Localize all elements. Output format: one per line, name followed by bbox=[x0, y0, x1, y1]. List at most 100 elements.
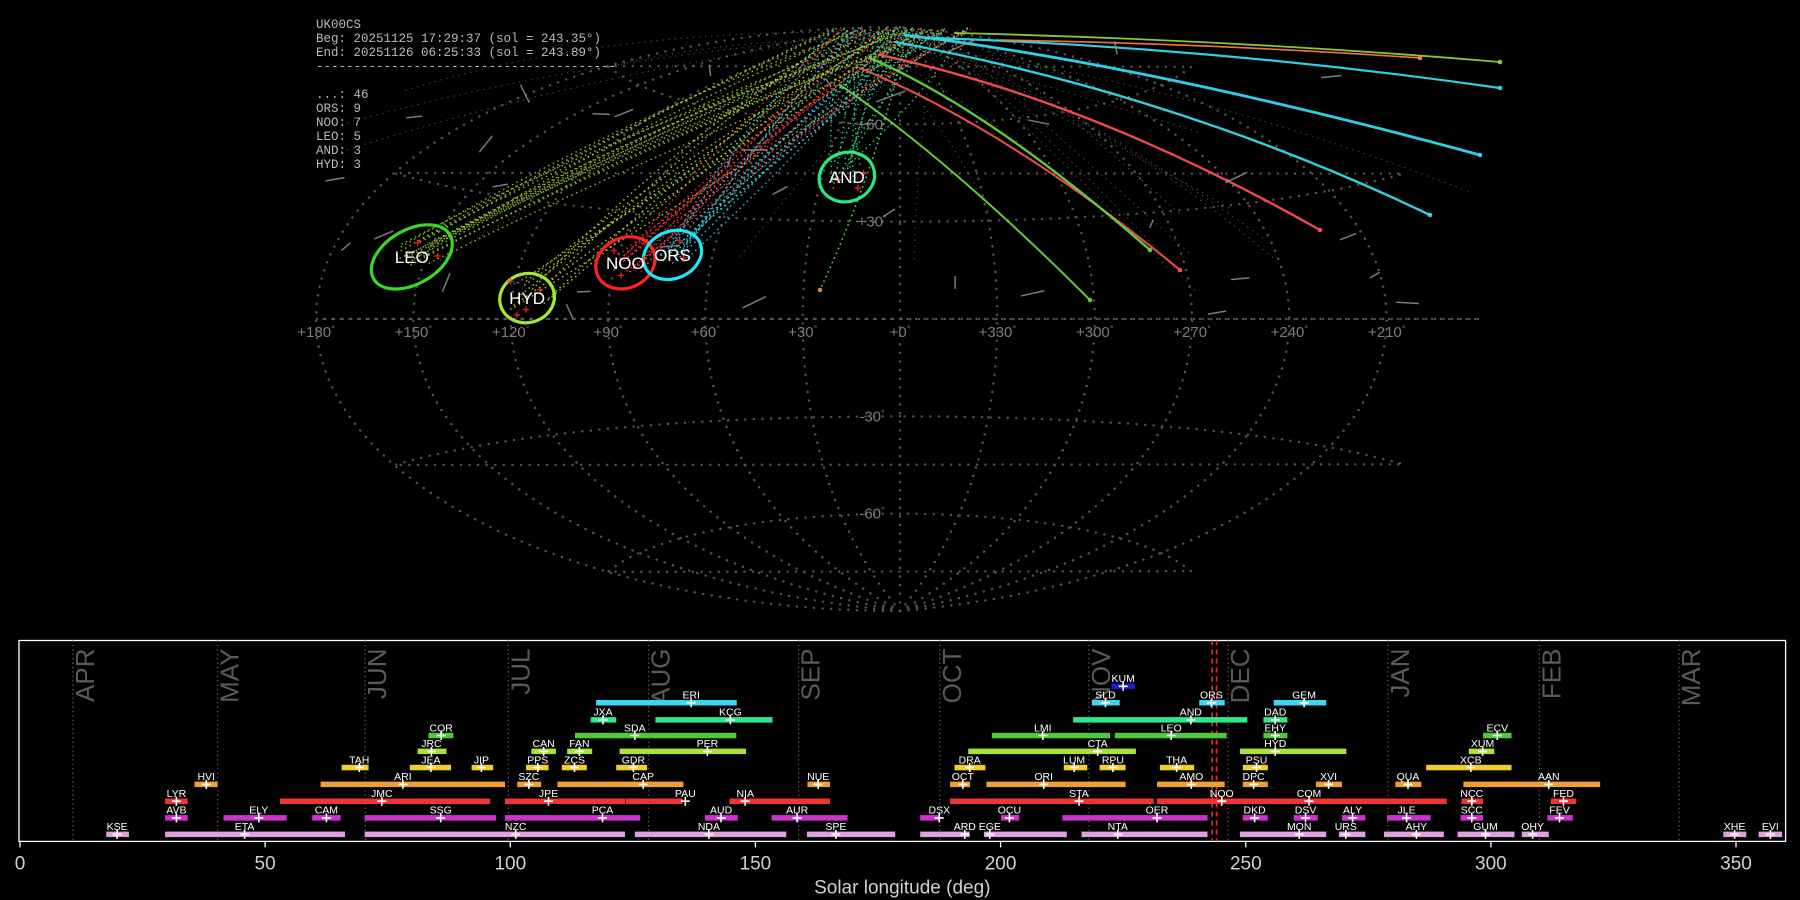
svg-text:NDA: NDA bbox=[698, 821, 720, 833]
svg-text:XVI: XVI bbox=[1320, 771, 1337, 783]
svg-text:KCG: KCG bbox=[719, 707, 742, 719]
svg-text:THA: THA bbox=[1166, 754, 1187, 766]
svg-text:AUG: AUG bbox=[646, 649, 676, 705]
svg-text:Solar longitude (deg): Solar longitude (deg) bbox=[814, 877, 990, 898]
svg-text:SSG: SSG bbox=[430, 805, 452, 817]
svg-text:KSE: KSE bbox=[107, 821, 128, 833]
svg-text:AAN: AAN bbox=[1538, 771, 1560, 783]
svg-text:KUM: KUM bbox=[1112, 673, 1135, 685]
svg-text:DPC: DPC bbox=[1243, 771, 1266, 783]
svg-text:+90°: +90° bbox=[593, 324, 622, 341]
svg-text:AUD: AUD bbox=[710, 805, 733, 817]
svg-text:NIA: NIA bbox=[736, 788, 754, 800]
svg-text:NCC: NCC bbox=[1460, 788, 1483, 800]
svg-text:MON: MON bbox=[1287, 821, 1312, 833]
svg-text:0: 0 bbox=[15, 853, 26, 874]
svg-text:XCB: XCB bbox=[1460, 754, 1482, 766]
svg-text:AND: AND bbox=[1180, 707, 1203, 719]
svg-text:TAH: TAH bbox=[349, 754, 369, 766]
svg-text:JIP: JIP bbox=[474, 754, 489, 766]
svg-text:OCU: OCU bbox=[998, 805, 1021, 817]
svg-text:QUA: QUA bbox=[1397, 771, 1420, 783]
svg-text:SEP: SEP bbox=[796, 649, 826, 701]
svg-text:ORI: ORI bbox=[1034, 771, 1053, 783]
svg-text:NZC: NZC bbox=[505, 821, 527, 833]
svg-text:JUL: JUL bbox=[505, 649, 535, 695]
svg-text:GEM: GEM bbox=[1292, 690, 1316, 702]
svg-text:+120°: +120° bbox=[492, 324, 530, 341]
svg-text:ORS: ORS bbox=[1200, 690, 1223, 702]
svg-text:AVB: AVB bbox=[166, 805, 186, 817]
svg-text:DKD: DKD bbox=[1244, 805, 1267, 817]
svg-text:STA: STA bbox=[1069, 788, 1089, 800]
svg-text:NUE: NUE bbox=[807, 771, 829, 783]
svg-text:PCA: PCA bbox=[592, 805, 614, 817]
svg-text:CTA: CTA bbox=[1088, 738, 1108, 750]
svg-text:EHY: EHY bbox=[1264, 722, 1286, 734]
svg-text:NTA: NTA bbox=[1108, 821, 1128, 833]
svg-text:RPU: RPU bbox=[1102, 754, 1124, 766]
svg-text:JUN: JUN bbox=[362, 649, 392, 700]
svg-text:+60°: +60° bbox=[691, 324, 720, 341]
svg-text:300: 300 bbox=[1475, 853, 1507, 874]
svg-text:PER: PER bbox=[697, 738, 719, 750]
svg-text:PSU: PSU bbox=[1246, 754, 1268, 766]
svg-text:+330°: +330° bbox=[979, 324, 1017, 341]
svg-text:LMI: LMI bbox=[1034, 722, 1052, 734]
svg-text:DAD: DAD bbox=[1264, 707, 1287, 719]
svg-text:FEB: FEB bbox=[1536, 649, 1566, 700]
svg-text:SLD: SLD bbox=[1095, 690, 1116, 702]
svg-text:COR: COR bbox=[430, 722, 454, 734]
svg-text:JAN: JAN bbox=[1385, 649, 1415, 698]
svg-text:FAN: FAN bbox=[569, 738, 589, 750]
svg-text:+30°: +30° bbox=[857, 214, 886, 231]
svg-text:JPE: JPE bbox=[539, 788, 558, 800]
svg-text:JRC: JRC bbox=[421, 738, 442, 750]
svg-text:EGE: EGE bbox=[979, 821, 1001, 833]
svg-text:URS: URS bbox=[1335, 821, 1357, 833]
svg-text:DSV: DSV bbox=[1295, 805, 1317, 817]
svg-text:JMC: JMC bbox=[371, 788, 393, 800]
svg-text:SDA: SDA bbox=[624, 722, 646, 734]
svg-text:NOO: NOO bbox=[1210, 788, 1234, 800]
svg-text:CAP: CAP bbox=[632, 771, 654, 783]
svg-text:LUM: LUM bbox=[1063, 754, 1085, 766]
svg-text:XUM: XUM bbox=[1471, 738, 1494, 750]
svg-text:FED: FED bbox=[1553, 788, 1574, 800]
svg-text:DEC: DEC bbox=[1225, 649, 1255, 704]
svg-text:ZCS: ZCS bbox=[564, 754, 585, 766]
svg-text:ARI: ARI bbox=[394, 771, 412, 783]
svg-text:MAY: MAY bbox=[215, 649, 245, 703]
svg-text:OER: OER bbox=[1146, 805, 1169, 817]
svg-text:COM: COM bbox=[1297, 788, 1322, 800]
svg-text:CAM: CAM bbox=[315, 805, 338, 817]
svg-text:150: 150 bbox=[740, 853, 772, 874]
svg-text:+240°: +240° bbox=[1271, 324, 1309, 341]
svg-text:ARD: ARD bbox=[954, 821, 977, 833]
svg-text:ETA: ETA bbox=[235, 821, 255, 833]
svg-text:350: 350 bbox=[1720, 853, 1752, 874]
svg-text:AHY: AHY bbox=[1406, 821, 1428, 833]
svg-text:GUM: GUM bbox=[1473, 821, 1498, 833]
svg-text:APR: APR bbox=[70, 649, 100, 702]
svg-text:GDR: GDR bbox=[622, 754, 646, 766]
svg-text:+150°: +150° bbox=[395, 324, 433, 341]
svg-text:PPS: PPS bbox=[527, 754, 548, 766]
svg-text:SCC: SCC bbox=[1461, 805, 1484, 817]
svg-text:LEO: LEO bbox=[395, 248, 429, 267]
svg-text:200: 200 bbox=[985, 853, 1017, 874]
svg-text:JXA: JXA bbox=[593, 707, 612, 719]
svg-text:FEV: FEV bbox=[1549, 805, 1569, 817]
svg-text:NOO: NOO bbox=[606, 254, 645, 273]
svg-text:AND: AND bbox=[829, 168, 865, 187]
svg-text:+210°: +210° bbox=[1368, 324, 1406, 341]
svg-text:ECV: ECV bbox=[1487, 722, 1509, 734]
svg-text:LEO: LEO bbox=[1161, 722, 1182, 734]
svg-text:+270°: +270° bbox=[1173, 324, 1211, 341]
svg-text:OHY: OHY bbox=[1521, 821, 1544, 833]
svg-text:JLE: JLE bbox=[1398, 805, 1416, 817]
svg-text:ALY: ALY bbox=[1343, 805, 1362, 817]
svg-text:DSX: DSX bbox=[929, 805, 951, 817]
svg-text:DRA: DRA bbox=[959, 754, 981, 766]
svg-text:MAR: MAR bbox=[1676, 649, 1706, 707]
